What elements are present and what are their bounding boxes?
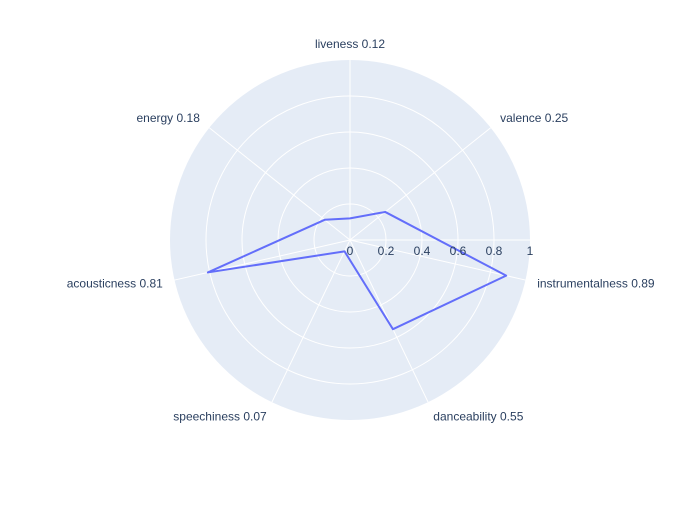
radial-tick-label: 0.8 bbox=[486, 244, 503, 258]
radial-tick-label: 0.6 bbox=[450, 244, 467, 258]
radial-tick-label: 0.2 bbox=[378, 244, 395, 258]
angular-axis-label: instrumentalness 0.89 bbox=[537, 277, 655, 291]
angular-axis-label: speechiness 0.07 bbox=[173, 410, 267, 424]
angular-axis-label: acousticness 0.81 bbox=[67, 277, 163, 291]
angular-axis-label: energy 0.18 bbox=[136, 111, 200, 125]
angular-axis-label: liveness 0.12 bbox=[315, 37, 385, 51]
radial-tick-label: 0 bbox=[347, 244, 354, 258]
radial-tick-label: 1 bbox=[527, 244, 534, 258]
angular-axis-label: valence 0.25 bbox=[500, 111, 568, 125]
radial-tick-label: 0.4 bbox=[414, 244, 431, 258]
angular-axis-label: danceability 0.55 bbox=[433, 410, 523, 424]
